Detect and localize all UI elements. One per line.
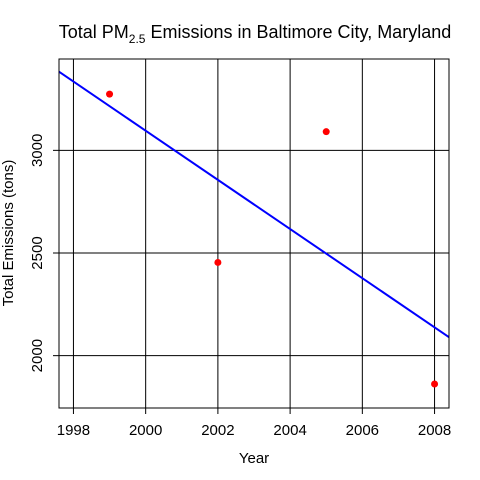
x-tick-label: 2000: [129, 422, 162, 439]
y-axis-label: Total Emissions (tons): [0, 160, 17, 307]
y-tick-label: 3000: [29, 134, 46, 167]
x-axis-ticks: 1998 2000 2002 2004 2006 2008: [57, 408, 451, 439]
x-axis-label: Year: [239, 450, 269, 467]
chart-title-subscript: 2.5: [129, 32, 146, 46]
x-tick-label: 2008: [418, 422, 451, 439]
data-point: [323, 128, 330, 135]
data-point: [214, 259, 221, 266]
x-tick-label: 2002: [201, 422, 234, 439]
data-point: [431, 380, 438, 387]
trend-line: [59, 72, 449, 337]
data-point: [106, 91, 113, 98]
chart-title: Total PM2.5 Emissions in Baltimore City,…: [59, 22, 451, 46]
y-tick-label: 2500: [29, 236, 46, 269]
data-points: [106, 91, 438, 388]
x-tick-label: 2004: [273, 422, 306, 439]
chart-title-rest: Emissions in Baltimore City, Maryland: [145, 22, 451, 42]
y-axis-ticks: 2000 2500 3000: [29, 134, 59, 373]
x-tick-label: 2006: [346, 422, 379, 439]
chart-title-main: Total PM: [59, 22, 129, 42]
trend-line-group: [59, 72, 449, 337]
y-tick-label: 2000: [29, 339, 46, 372]
x-tick-label: 1998: [57, 422, 90, 439]
